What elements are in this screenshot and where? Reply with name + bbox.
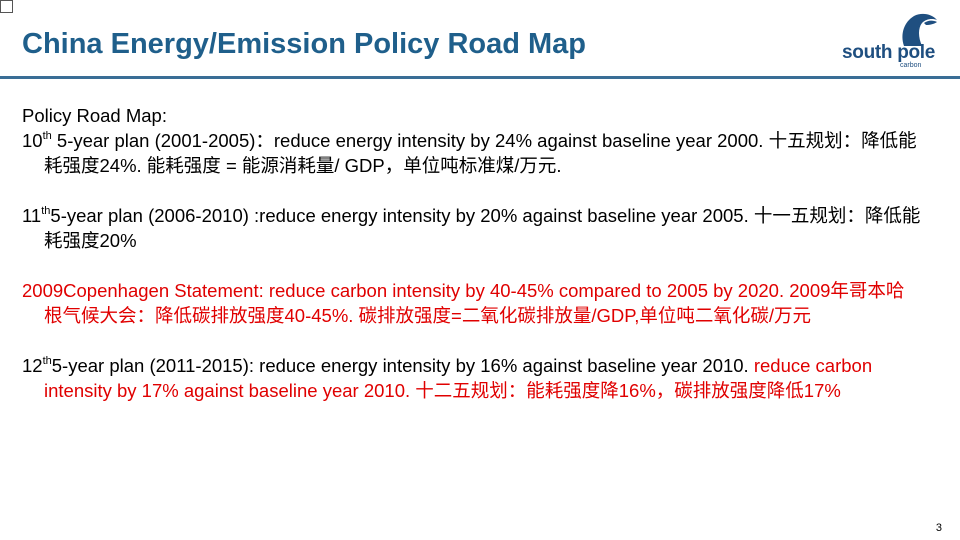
policy-heading: Policy Road Map:: [22, 105, 167, 126]
logo-subtitle: carbon: [900, 62, 922, 69]
plan-12th-suffix: th: [42, 355, 52, 367]
corner-checkbox: [0, 0, 13, 13]
penguin-logo-icon: [902, 13, 937, 46]
slide-title: China Energy/Emission Policy Road Map: [22, 28, 587, 60]
title-divider: [0, 76, 960, 79]
logo-name: south pole: [842, 42, 936, 63]
plan-10th-number: 10: [22, 130, 43, 151]
slide-body: Policy Road Map: 10th 5-year plan (2001-…: [22, 103, 922, 403]
plan-10th-text: 5-year plan (2001-2005)：reduce energy in…: [44, 130, 917, 176]
plan-12th: 12th5-year plan (2011-2015): reduce ener…: [22, 353, 922, 403]
plan-10th-suffix: th: [42, 130, 52, 142]
plan-10th: 10th 5-year plan (2001-2005)：reduce ener…: [22, 128, 922, 178]
page-number: 3: [935, 522, 942, 534]
copenhagen-statement: 2009Copenhagen Statement: reduce carbon …: [22, 280, 905, 326]
plan-11th: 11th5-year plan (2006-2010) :reduce ener…: [22, 203, 922, 253]
plan-12th-number: 12: [22, 355, 43, 376]
south-pole-logo: south pole carbon: [842, 10, 942, 72]
plan-12th-carbon-text: reduce carbon intensity by 17% against b…: [44, 355, 873, 401]
plan-11th-suffix: th: [41, 205, 51, 217]
plan-11th-number: 11: [22, 205, 42, 226]
plan-11th-text: 5-year plan (2006-2010) :reduce energy i…: [44, 205, 921, 251]
plan-12th-text: 5-year plan (2011-2015): reduce energy i…: [51, 355, 754, 376]
